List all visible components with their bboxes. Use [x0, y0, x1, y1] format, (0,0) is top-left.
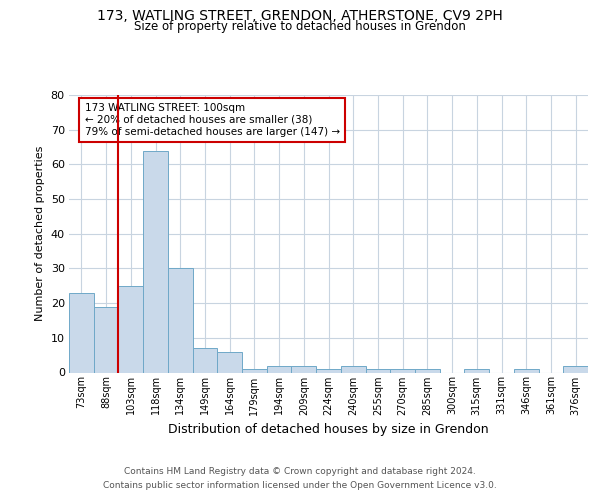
Bar — [69, 292, 94, 372]
Text: Contains HM Land Registry data © Crown copyright and database right 2024.: Contains HM Land Registry data © Crown c… — [124, 467, 476, 476]
Bar — [365, 369, 390, 372]
Text: 173, WATLING STREET, GRENDON, ATHERSTONE, CV9 2PH: 173, WATLING STREET, GRENDON, ATHERSTONE… — [97, 9, 503, 23]
Y-axis label: Number of detached properties: Number of detached properties — [35, 146, 45, 322]
Bar — [415, 369, 440, 372]
Text: Size of property relative to detached houses in Grendon: Size of property relative to detached ho… — [134, 20, 466, 33]
Text: Contains public sector information licensed under the Open Government Licence v3: Contains public sector information licen… — [103, 481, 497, 490]
Bar — [217, 352, 242, 372]
Bar — [514, 369, 539, 372]
Bar — [267, 366, 292, 372]
Bar — [94, 306, 118, 372]
Bar — [390, 369, 415, 372]
Bar — [168, 268, 193, 372]
Bar — [143, 150, 168, 372]
Bar — [242, 369, 267, 372]
Bar — [193, 348, 217, 372]
Text: 173 WATLING STREET: 100sqm
← 20% of detached houses are smaller (38)
79% of semi: 173 WATLING STREET: 100sqm ← 20% of deta… — [85, 104, 340, 136]
Bar — [563, 366, 588, 372]
Bar — [341, 366, 365, 372]
Bar — [464, 369, 489, 372]
Bar — [316, 369, 341, 372]
Bar — [292, 366, 316, 372]
X-axis label: Distribution of detached houses by size in Grendon: Distribution of detached houses by size … — [168, 423, 489, 436]
Bar — [118, 286, 143, 372]
